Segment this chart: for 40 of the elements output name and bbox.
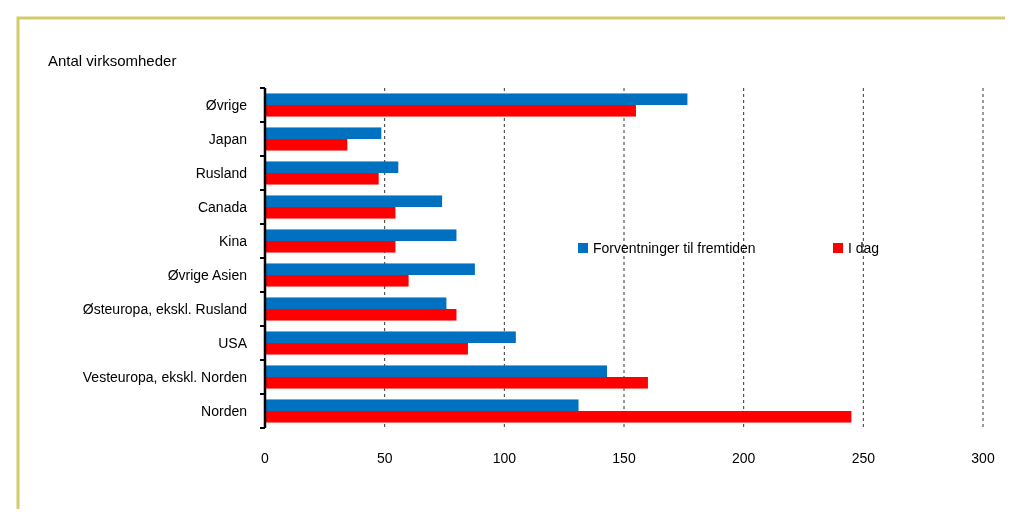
- x-tick-label: 200: [731, 450, 756, 466]
- x-tick-label: 0: [261, 450, 270, 466]
- bar: [265, 309, 457, 321]
- bar: [265, 105, 636, 117]
- bar: [265, 399, 579, 411]
- bar: [265, 139, 348, 151]
- legend-label: I dag: [848, 239, 880, 256]
- bar: [265, 195, 443, 207]
- x-tick-label: 250: [851, 450, 876, 466]
- y-tick-label: Vesteuropa, ekskl. Norden: [82, 368, 247, 385]
- y-tick-label: Canada: [197, 198, 248, 215]
- y-tick-label: USA: [218, 334, 248, 351]
- y-tick-label: Øvrige Asien: [167, 266, 247, 283]
- bar: [265, 343, 468, 355]
- y-tick-label: Kina: [218, 232, 248, 249]
- x-tick-label: 150: [612, 450, 636, 466]
- y-tick-label: Øvrige: [205, 96, 248, 113]
- bar: [265, 331, 516, 343]
- bar: [265, 263, 475, 275]
- bar: [265, 275, 409, 287]
- bar: [265, 411, 852, 423]
- bar: [265, 297, 447, 309]
- bar: [265, 93, 688, 105]
- x-tick-label: 100: [492, 450, 517, 466]
- bar: [265, 207, 396, 219]
- bar: [265, 127, 382, 139]
- legend-label: Forventninger til fremtiden: [593, 239, 756, 256]
- bar: [265, 229, 457, 241]
- bar: [265, 173, 379, 185]
- y-tick-label: Østeuropa, ekskl. Rusland: [82, 300, 247, 317]
- y-tick-label: Japan: [208, 130, 247, 147]
- y-tick-label: Rusland: [195, 164, 247, 181]
- bar: [265, 241, 396, 253]
- x-tick-label: 300: [971, 450, 995, 466]
- bar: [265, 161, 399, 173]
- bar: [265, 365, 608, 377]
- y-axis-title: Antal virksomheder: [48, 52, 177, 69]
- bar: [265, 377, 648, 389]
- x-tick-label: 50: [376, 450, 393, 466]
- y-tick-label: Norden: [201, 402, 247, 419]
